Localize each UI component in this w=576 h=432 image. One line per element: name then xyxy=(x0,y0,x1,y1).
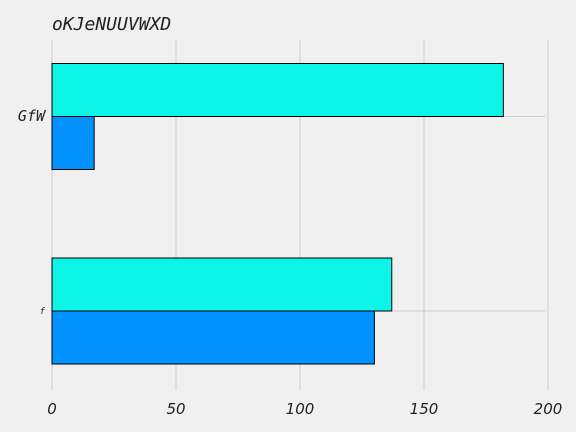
bars xyxy=(52,64,503,365)
bar-f-series-2 xyxy=(52,311,374,364)
x-tick-label-200: 200 xyxy=(534,400,563,418)
bar-f-series-1 xyxy=(52,258,392,311)
x-tick-labels: 0 50 100 150 200 xyxy=(47,400,562,418)
chart-title: oKJeNUUVWXD xyxy=(52,14,171,35)
bar-gfw-series-2 xyxy=(52,117,94,170)
x-tick-label-150: 150 xyxy=(410,400,439,418)
x-tick-label-100: 100 xyxy=(286,400,315,418)
y-tick-label-gfw: GfW xyxy=(18,107,47,125)
y-tick-label-f: f xyxy=(40,307,46,317)
bar-gfw-series-1 xyxy=(52,64,503,117)
y-tick-labels: GfW f xyxy=(18,107,47,317)
x-tick-label-50: 50 xyxy=(166,400,185,418)
x-tick-label-0: 0 xyxy=(47,400,57,418)
